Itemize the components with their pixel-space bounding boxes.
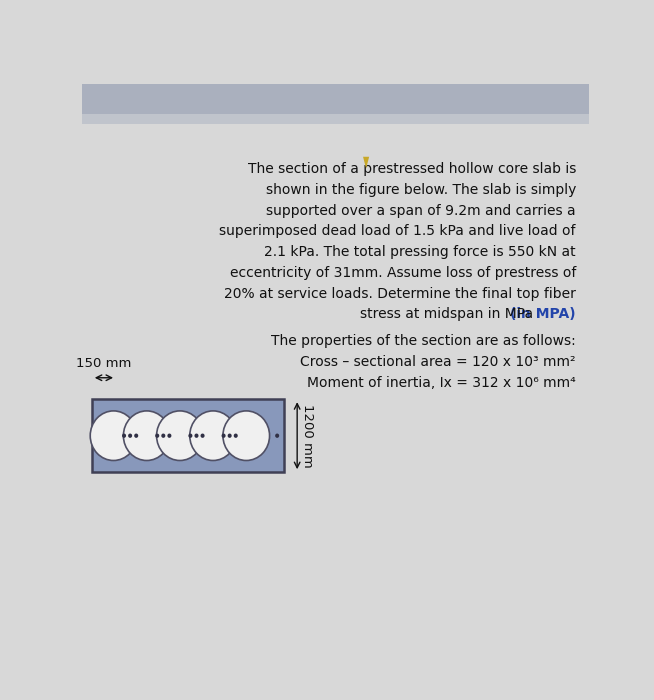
Circle shape [124, 411, 170, 461]
Bar [82, 84, 589, 113]
Polygon shape [363, 157, 369, 169]
Circle shape [275, 433, 279, 438]
Circle shape [228, 433, 232, 438]
Text: 2.1 kPa. The total pressing force is 550 kN at: 2.1 kPa. The total pressing force is 550… [264, 245, 576, 259]
Text: Cross – sectional area = 120 x 10³ mm²: Cross – sectional area = 120 x 10³ mm² [300, 355, 576, 369]
Text: The properties of the section are as follows:: The properties of the section are as fol… [271, 335, 576, 349]
Text: Moment of inertia, Ix = 312 x 10⁶ mm⁴: Moment of inertia, Ix = 312 x 10⁶ mm⁴ [307, 376, 576, 390]
Circle shape [128, 433, 132, 438]
Text: supported over a span of 9.2m and carries a: supported over a span of 9.2m and carrie… [266, 204, 576, 218]
Text: (in MPA): (in MPA) [510, 307, 576, 321]
Circle shape [201, 433, 205, 438]
Text: 20% at service loads. Determine the final top fiber: 20% at service loads. Determine the fina… [224, 287, 576, 301]
Circle shape [233, 433, 238, 438]
Text: The section of a prestressed hollow core slab is: The section of a prestressed hollow core… [248, 162, 576, 176]
Circle shape [223, 411, 269, 461]
Circle shape [222, 433, 226, 438]
Text: superimposed dead load of 1.5 kPa and live load of: superimposed dead load of 1.5 kPa and li… [220, 225, 576, 239]
Circle shape [134, 433, 138, 438]
Circle shape [194, 433, 199, 438]
Bar [82, 113, 589, 125]
Circle shape [156, 411, 203, 461]
Text: shown in the figure below. The slab is simply: shown in the figure below. The slab is s… [266, 183, 576, 197]
Circle shape [122, 433, 126, 438]
Text: stress at midspan in MPa: stress at midspan in MPa [360, 307, 538, 321]
Text: 150 mm: 150 mm [77, 357, 131, 370]
Circle shape [190, 411, 236, 461]
Circle shape [90, 411, 137, 461]
Text: eccentricity of 31mm. Assume loss of prestress of: eccentricity of 31mm. Assume loss of pre… [230, 266, 576, 280]
Bar [92, 399, 284, 472]
Circle shape [167, 433, 171, 438]
Circle shape [155, 433, 160, 438]
Text: 1200 mm: 1200 mm [301, 404, 314, 468]
Circle shape [162, 433, 165, 438]
Circle shape [188, 433, 192, 438]
